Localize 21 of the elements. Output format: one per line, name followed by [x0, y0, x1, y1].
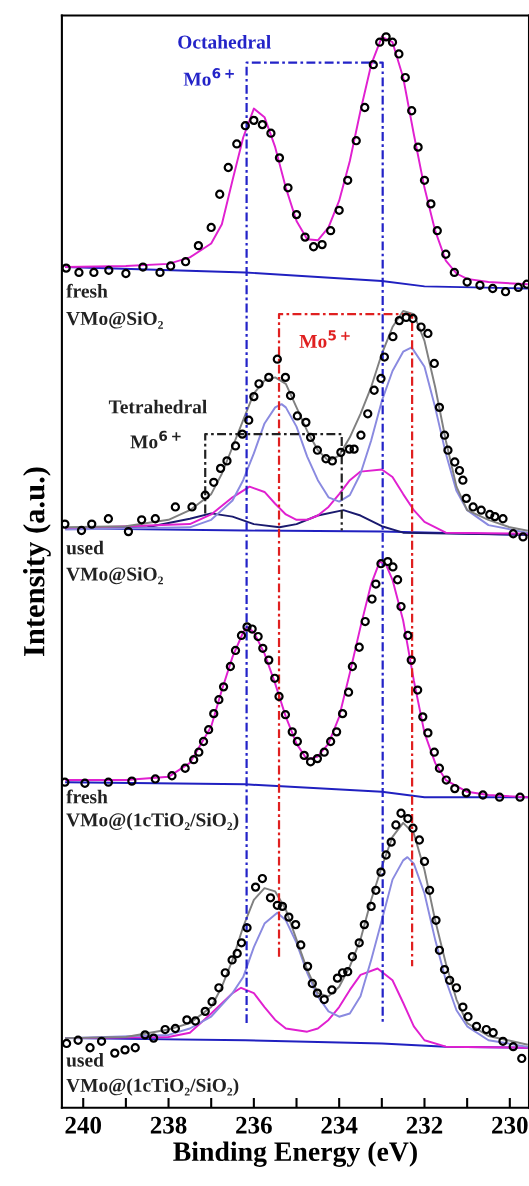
annotation: fresh: [66, 283, 108, 298]
x-tick-label: 234: [321, 1116, 358, 1134]
annotation: VMo@(1cTiO₂/SiO₂): [66, 1078, 239, 1096]
annotation: Mo$^{5+}$: [299, 330, 350, 348]
x-tick-label: 230: [492, 1116, 528, 1134]
annotation: fresh: [66, 789, 108, 804]
annotation: VMo@SiO₂: [66, 566, 163, 585]
annotation: VMo@(1cTiO₂/SiO₂): [66, 812, 239, 831]
annotation: Mo$^{6+}$: [183, 68, 234, 86]
x-axis-title: Binding Energy (eV): [173, 1141, 417, 1167]
x-tick-label: 240: [65, 1116, 102, 1134]
x-tick-label: 236: [236, 1116, 272, 1134]
y-axis-title: Intensity (a.u.): [22, 467, 51, 657]
annotation: Octahedral: [178, 35, 271, 49]
x-tick-label: 232: [406, 1116, 443, 1134]
annotation: Tetrahedral: [108, 399, 207, 414]
annotation: Mo$^{6+}$: [130, 430, 181, 449]
annotation: VMo@SiO₂: [66, 311, 163, 329]
annotation: used: [66, 1053, 104, 1067]
annotation: used: [66, 540, 104, 555]
x-tick-label: 238: [150, 1116, 187, 1134]
